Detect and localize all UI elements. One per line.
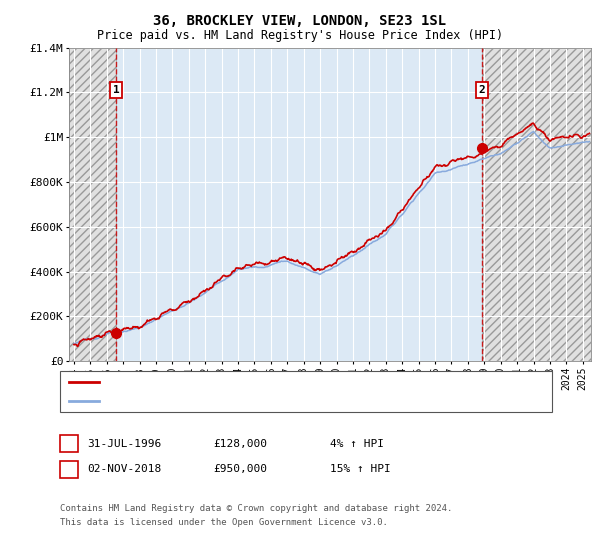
Text: 1: 1 (65, 438, 73, 449)
Text: £128,000: £128,000 (213, 438, 267, 449)
Bar (69, 48, 116, 361)
Text: This data is licensed under the Open Government Licence v3.0.: This data is licensed under the Open Gov… (60, 518, 388, 527)
Text: 15% ↑ HPI: 15% ↑ HPI (330, 464, 391, 474)
Text: HPI: Average price, detached house, Lewisham: HPI: Average price, detached house, Lewi… (105, 396, 380, 405)
Text: 02-NOV-2018: 02-NOV-2018 (87, 464, 161, 474)
Text: 36, BROCKLEY VIEW, LONDON, SE23 1SL (detached house): 36, BROCKLEY VIEW, LONDON, SE23 1SL (det… (105, 377, 430, 387)
Bar (482, 48, 591, 361)
Text: 2: 2 (65, 464, 73, 474)
Text: 2: 2 (478, 85, 485, 95)
Text: Price paid vs. HM Land Registry's House Price Index (HPI): Price paid vs. HM Land Registry's House … (97, 29, 503, 42)
Text: 36, BROCKLEY VIEW, LONDON, SE23 1SL: 36, BROCKLEY VIEW, LONDON, SE23 1SL (154, 14, 446, 28)
Text: 4% ↑ HPI: 4% ↑ HPI (330, 438, 384, 449)
Text: 31-JUL-1996: 31-JUL-1996 (87, 438, 161, 449)
Text: £950,000: £950,000 (213, 464, 267, 474)
Text: 1: 1 (113, 85, 119, 95)
Text: Contains HM Land Registry data © Crown copyright and database right 2024.: Contains HM Land Registry data © Crown c… (60, 504, 452, 513)
